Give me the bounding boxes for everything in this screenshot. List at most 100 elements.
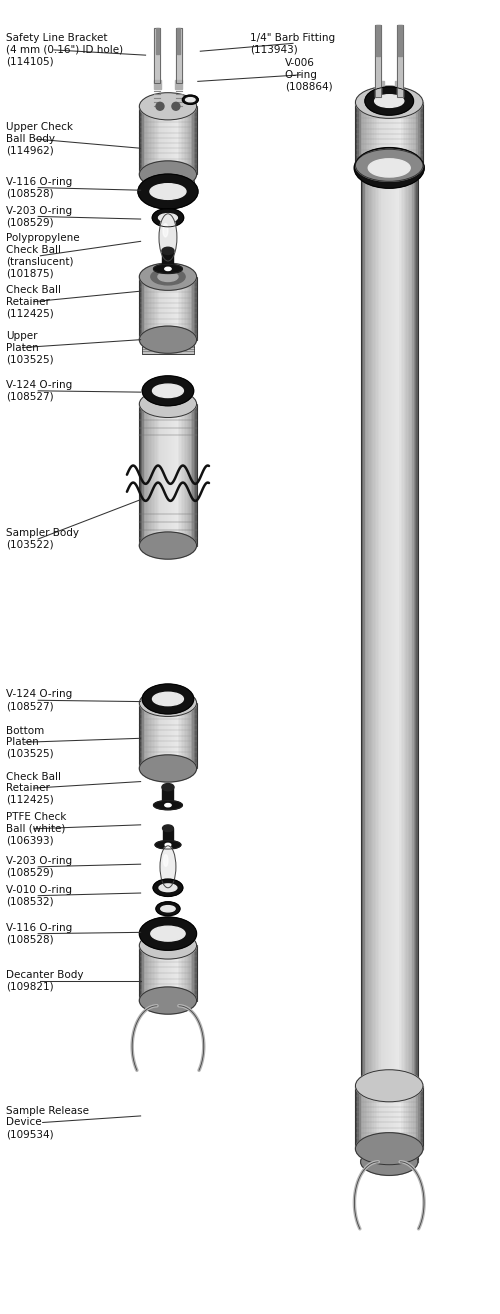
Bar	[176, 403, 178, 545]
Bar	[144, 277, 146, 340]
Bar	[155, 277, 157, 340]
Bar	[145, 106, 147, 175]
Bar	[186, 946, 188, 1000]
Bar	[178, 106, 180, 175]
Bar	[140, 946, 141, 1000]
Ellipse shape	[156, 102, 164, 110]
Bar	[420, 1085, 422, 1148]
Bar	[414, 100, 416, 1162]
Bar	[154, 946, 156, 1000]
Bar	[182, 403, 184, 545]
Bar	[145, 403, 147, 545]
Bar	[190, 946, 192, 1000]
Bar	[174, 277, 176, 340]
Bar	[401, 102, 403, 166]
Bar	[185, 946, 187, 1000]
Bar	[154, 28, 160, 83]
Text: PTFE Check
Ball (white)
(106393): PTFE Check Ball (white) (106393)	[6, 812, 66, 845]
Bar	[168, 703, 170, 769]
Bar	[190, 277, 192, 340]
Bar	[362, 102, 364, 166]
Bar	[364, 102, 366, 166]
Bar	[148, 106, 150, 175]
Bar	[378, 100, 380, 1162]
Bar	[152, 106, 154, 175]
Bar	[360, 102, 362, 166]
Bar	[178, 28, 180, 54]
Bar	[182, 277, 184, 340]
Bar	[140, 946, 196, 1000]
Text: Decanter Body
(109821): Decanter Body (109821)	[6, 970, 84, 992]
Bar	[398, 1085, 400, 1148]
Bar	[180, 277, 182, 340]
Bar	[166, 703, 168, 769]
Bar	[195, 703, 197, 769]
Bar	[186, 277, 188, 340]
Bar	[381, 1085, 383, 1148]
Bar	[148, 946, 150, 1000]
Bar	[406, 100, 408, 1162]
Bar	[156, 277, 158, 340]
Bar	[194, 106, 196, 175]
Bar	[418, 1085, 420, 1148]
Bar	[176, 703, 178, 769]
Bar	[142, 277, 144, 340]
Bar	[170, 946, 172, 1000]
Bar	[144, 403, 146, 545]
Bar	[164, 277, 166, 340]
Bar	[404, 100, 406, 1162]
Bar	[162, 703, 164, 769]
Bar	[422, 102, 424, 166]
Ellipse shape	[154, 800, 182, 809]
Ellipse shape	[165, 804, 171, 807]
Bar	[171, 106, 172, 175]
Ellipse shape	[142, 376, 194, 406]
Text: V-010 O-ring
(108532): V-010 O-ring (108532)	[6, 884, 72, 907]
Bar	[194, 403, 196, 545]
Bar	[144, 703, 146, 769]
Text: V-203 O-ring
(108529): V-203 O-ring (108529)	[6, 205, 72, 227]
Bar	[181, 277, 183, 340]
Bar	[194, 946, 196, 1000]
Ellipse shape	[374, 95, 404, 108]
Bar	[160, 106, 162, 175]
Bar	[382, 1085, 384, 1148]
Bar	[194, 277, 196, 340]
Bar	[378, 102, 380, 166]
Bar	[398, 25, 402, 57]
Bar	[168, 277, 170, 340]
Bar	[379, 102, 382, 166]
Bar	[155, 703, 157, 769]
Bar	[185, 277, 187, 340]
Bar	[398, 100, 400, 1162]
Bar	[388, 102, 390, 166]
Bar	[176, 28, 182, 83]
Bar	[152, 946, 154, 1000]
Bar	[142, 175, 195, 189]
Bar	[396, 102, 398, 166]
Ellipse shape	[161, 905, 175, 912]
Bar	[185, 403, 187, 545]
Bar	[195, 946, 197, 1000]
Text: V-006
O-ring
(108864): V-006 O-ring (108864)	[285, 58, 333, 92]
Bar	[192, 703, 194, 769]
Ellipse shape	[158, 699, 178, 707]
Bar	[380, 81, 384, 102]
Bar	[178, 703, 180, 769]
Bar	[186, 703, 188, 769]
Bar	[195, 277, 197, 340]
Bar	[411, 102, 414, 166]
Bar	[142, 403, 144, 545]
Bar	[398, 102, 400, 166]
Bar	[191, 403, 193, 545]
Bar	[406, 102, 408, 166]
Bar	[370, 1085, 373, 1148]
Bar	[181, 403, 183, 545]
Bar	[382, 102, 384, 166]
Bar	[175, 106, 177, 175]
Bar	[395, 100, 397, 1162]
Ellipse shape	[140, 754, 196, 782]
Ellipse shape	[165, 267, 171, 271]
Bar	[146, 403, 148, 545]
Bar	[152, 277, 154, 340]
